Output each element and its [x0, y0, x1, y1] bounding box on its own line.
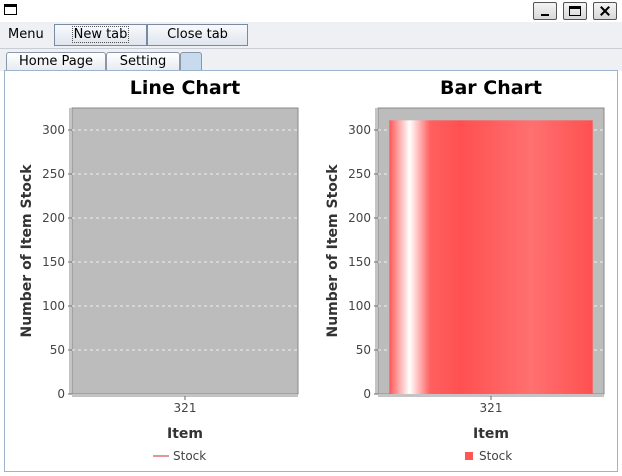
y-tick-label: 200 [42, 211, 65, 225]
window-icon [4, 4, 17, 15]
y-tick-label: 50 [356, 343, 371, 357]
y-tick-label: 0 [363, 387, 371, 401]
x-axis-label: Item [473, 426, 509, 442]
y-tick-label: 100 [42, 299, 65, 313]
y-tick-label: 300 [42, 123, 65, 137]
line-chart: Line Chart 0 50 100 150 200 250 300 321 Item Numbe… [10, 72, 306, 470]
chart-title: Line Chart [130, 77, 240, 99]
tab-setting[interactable]: Setting [106, 52, 180, 71]
legend-label: Stock [479, 449, 512, 463]
maximize-button[interactable] [563, 2, 587, 20]
bar-stock [389, 120, 593, 394]
y-tick-label: 200 [348, 211, 371, 225]
title-bar [0, 0, 622, 22]
y-axis-label: Number of Item Stock [325, 164, 341, 338]
x-tick-label: 321 [174, 401, 197, 415]
toolbar: Menu New tab Close tab [0, 22, 622, 49]
close-window-button[interactable] [593, 2, 617, 20]
tab-home-page[interactable]: Home Page [6, 52, 106, 71]
y-tick-label: 50 [50, 343, 65, 357]
x-axis-label: Item [167, 426, 203, 442]
y-tick-label: 300 [348, 123, 371, 137]
close-tab-button[interactable]: Close tab [147, 24, 248, 46]
legend-swatch [465, 452, 473, 460]
y-axis-label: Number of Item Stock [19, 164, 35, 338]
legend-label: Stock [173, 449, 206, 463]
x-tick-label: 321 [480, 401, 503, 415]
minimize-button[interactable] [533, 2, 557, 20]
y-tick-label: 150 [42, 255, 65, 269]
bar-chart: Bar Chart 0 50 100 150 200 250 300 321 Item Number… [316, 72, 612, 470]
chart-title: Bar Chart [440, 77, 542, 99]
menu-label[interactable]: Menu [8, 27, 44, 42]
tab-blank[interactable] [180, 52, 202, 71]
new-tab-label: New tab [71, 26, 130, 43]
chart-svg: Bar Chart 0 50 100 150 200 250 300 321 Item Number… [325, 77, 605, 463]
new-tab-button[interactable]: New tab [54, 24, 147, 46]
tab-strip: Home Page Setting [0, 49, 622, 71]
y-tick-label: 250 [42, 167, 65, 181]
chart-svg: Line Chart 0 50 100 150 200 250 300 321 Item Numbe… [19, 77, 299, 463]
plot-area [71, 107, 299, 395]
y-tick-label: 150 [348, 255, 371, 269]
y-tick-label: 250 [348, 167, 371, 181]
y-tick-label: 0 [57, 387, 65, 401]
y-tick-label: 100 [348, 299, 371, 313]
